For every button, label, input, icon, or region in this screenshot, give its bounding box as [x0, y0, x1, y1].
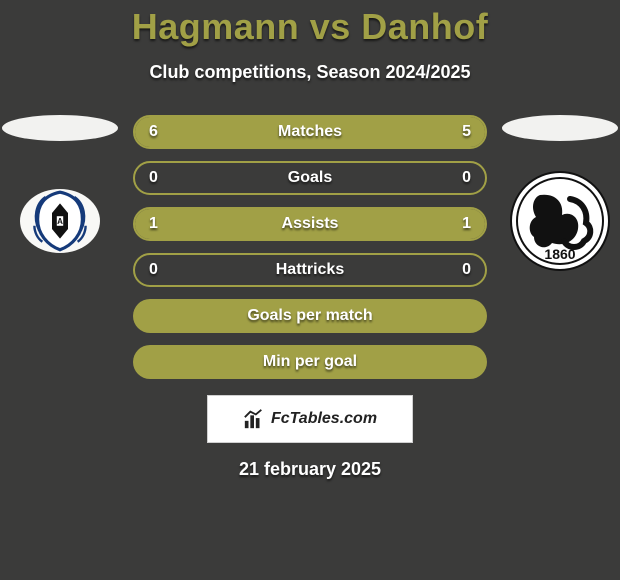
right-team-crest: 1860 — [510, 171, 610, 271]
stat-row-min-per-goal: Min per goal — [133, 345, 487, 379]
stat-row-matches: 6 Matches 5 — [133, 115, 487, 149]
stat-right-value: 5 — [462, 123, 471, 141]
left-crest-icon: A — [10, 181, 110, 261]
right-team-nameplate — [502, 115, 618, 141]
stat-left-value: 1 — [149, 215, 158, 233]
date-text: 21 february 2025 — [0, 459, 620, 480]
stat-left-value: 6 — [149, 123, 158, 141]
stat-label: Goals per match — [247, 307, 372, 325]
stat-left-value: 0 — [149, 261, 158, 279]
stat-label: Goals — [288, 169, 332, 187]
stat-left-value: 0 — [149, 169, 158, 187]
page-subtitle: Club competitions, Season 2024/2025 — [0, 62, 620, 83]
stat-right-value: 0 — [462, 261, 471, 279]
comparison-panel: A 1860 6 Matches 5 0 Goals — [0, 115, 620, 480]
left-team-column: A — [0, 115, 120, 271]
stat-label: Assists — [282, 215, 339, 233]
right-team-column: 1860 — [500, 115, 620, 271]
stat-row-goals-per-match: Goals per match — [133, 299, 487, 333]
page-title: Hagmann vs Danhof — [0, 0, 620, 48]
stat-label: Min per goal — [263, 353, 357, 371]
chart-icon — [243, 408, 265, 430]
stat-label: Hattricks — [276, 261, 344, 279]
svg-text:1860: 1860 — [544, 246, 575, 262]
source-brand-text: FcTables.com — [271, 410, 377, 428]
stat-row-goals: 0 Goals 0 — [133, 161, 487, 195]
stats-rows: 6 Matches 5 0 Goals 0 1 Assists 1 0 Hatt… — [133, 115, 487, 379]
stat-row-assists: 1 Assists 1 — [133, 207, 487, 241]
source-badge[interactable]: FcTables.com — [207, 395, 413, 443]
svg-text:A: A — [57, 217, 63, 226]
stat-right-value: 1 — [462, 215, 471, 233]
left-team-crest: A — [10, 171, 110, 271]
left-team-nameplate — [2, 115, 118, 141]
stat-right-value: 0 — [462, 169, 471, 187]
right-crest-icon: 1860 — [510, 168, 610, 274]
stat-row-hattricks: 0 Hattricks 0 — [133, 253, 487, 287]
stat-label: Matches — [278, 123, 342, 141]
